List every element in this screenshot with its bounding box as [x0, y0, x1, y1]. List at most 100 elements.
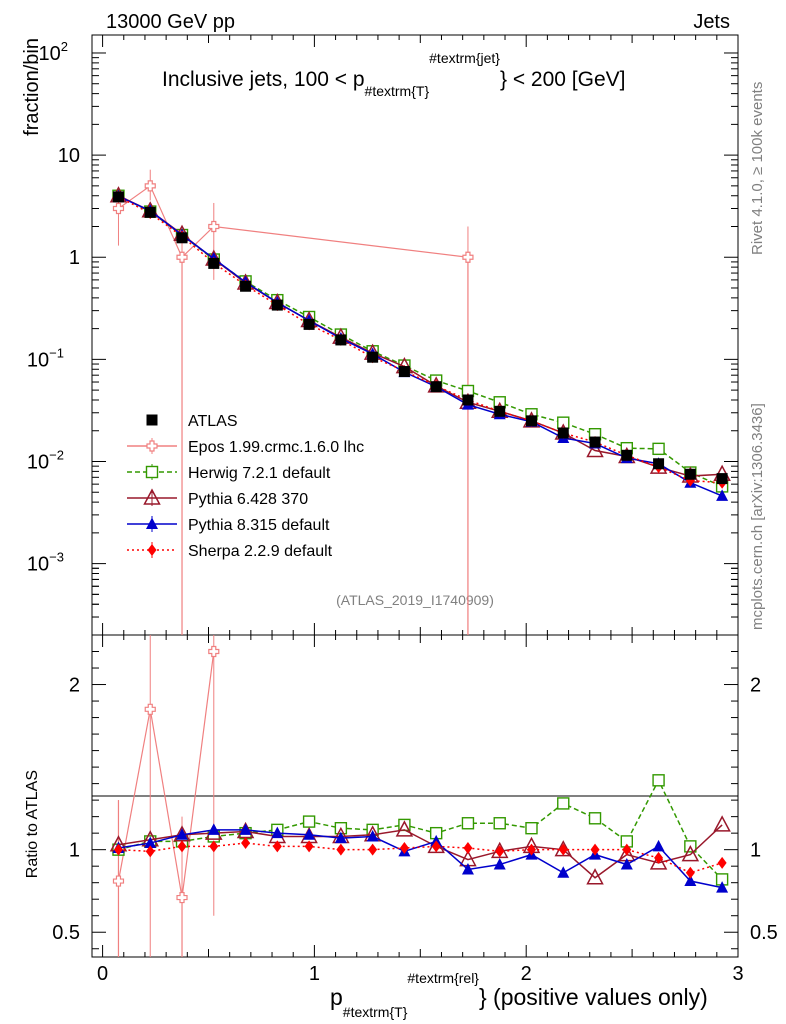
legend-marker	[147, 544, 157, 556]
ratio-point	[304, 840, 314, 853]
series-line-ratio	[118, 824, 723, 879]
header-right: Jets	[693, 11, 730, 33]
ratio-point	[239, 823, 252, 835]
ratio-point	[368, 843, 378, 856]
y-tick-exponent: 2	[61, 39, 68, 54]
atlas-data-point	[335, 334, 347, 346]
ratio-point	[113, 843, 123, 856]
data-point	[716, 489, 729, 501]
ratio-point	[684, 874, 697, 887]
ratio-point	[717, 856, 727, 869]
plot-title-end: } < 200 [GeV]	[500, 68, 626, 91]
data-series	[109, 169, 731, 957]
legend-label: Pythia 8.315 default	[188, 517, 330, 534]
ratio-point	[144, 703, 156, 715]
y-tick-label: 10	[58, 145, 80, 167]
ratio-point	[336, 843, 346, 856]
atlas-data-point	[716, 473, 728, 485]
legend-label: Herwig 7.2.1 default	[188, 465, 331, 482]
data-point	[586, 440, 604, 458]
data-point	[176, 251, 188, 263]
ratio-point	[493, 817, 506, 830]
series-epos	[112, 169, 474, 957]
ratio-point	[366, 829, 379, 842]
header-left: 13000 GeV pp	[106, 11, 235, 33]
ratio-point	[145, 845, 155, 858]
series-atlas	[112, 191, 728, 485]
x-axis-label-sup: #textrm{rel}	[407, 970, 479, 986]
legend-marker	[146, 440, 158, 452]
ratio-point	[302, 815, 316, 828]
ratio-point	[272, 840, 282, 853]
legend-label: Sherpa 2.2.9 default	[188, 543, 333, 560]
atlas-data-point	[494, 405, 506, 417]
atlas-data-point	[525, 415, 537, 427]
ratio-point	[558, 843, 568, 856]
ratio-point	[461, 862, 474, 875]
ratio-point	[526, 843, 536, 856]
atlas-data-point	[176, 232, 188, 244]
legend-marker	[146, 517, 158, 529]
data-point	[112, 202, 125, 215]
ratio-point	[495, 845, 505, 858]
ratio-point	[334, 831, 347, 844]
ratio-tick-label: 2	[69, 675, 80, 697]
data-point	[144, 180, 156, 192]
ratio-point	[395, 820, 414, 837]
legend-marker-atlas	[146, 414, 158, 426]
ratio-point	[685, 866, 695, 879]
atlas-data-point	[303, 318, 315, 330]
plot-title-main: Inclusive jets, 100 < p	[162, 68, 365, 91]
ratio-point	[590, 843, 600, 856]
ratio-tick-label-right: 0.5	[750, 922, 778, 944]
plot-title-sub: #textrm{T}	[365, 83, 430, 99]
ratio-point	[525, 822, 538, 835]
x-tick-label: 0	[97, 963, 108, 985]
mcplots-label: mcplots.cern.ch [arXiv:1306.3436]	[749, 403, 766, 630]
ratio-point	[176, 891, 188, 904]
atlas-data-point	[684, 468, 696, 480]
x-tick-label: 3	[732, 963, 743, 985]
x-axis-label-sub: #textrm{T}	[343, 1004, 408, 1020]
atlas-data-point	[240, 280, 252, 292]
ratio-point	[588, 812, 602, 825]
y-tick-exponent: −3	[49, 550, 64, 565]
ratio-point	[207, 823, 220, 835]
y-axis-label-ratio: Ratio to ATLAS	[24, 770, 41, 878]
atlas-data-point	[398, 366, 410, 378]
ratio-tick-label: 0.5	[52, 922, 80, 944]
ratio-point	[649, 853, 668, 870]
atlas-data-point	[208, 257, 220, 269]
plot-title-sup: #textrm{jet}	[429, 50, 500, 66]
ratio-point	[209, 840, 219, 853]
atlas-data-point	[367, 351, 379, 363]
legend-label: Pythia 6.428 370	[188, 491, 308, 508]
x-tick-label: 2	[521, 963, 532, 985]
atlas-data-point	[653, 458, 665, 470]
x-axis-label: p#textrm{T} #textrm{rel}} (positive value…	[330, 970, 708, 1020]
plot-title: Inclusive jets, 100 < p#textrm{T} #textrm…	[162, 50, 625, 99]
atlas-data-point	[271, 299, 283, 311]
data-point	[208, 220, 220, 233]
ratio-point	[493, 858, 506, 870]
ratio-tick-label-right: 1	[750, 840, 761, 862]
ratio-point	[620, 858, 633, 870]
ratio-point	[654, 851, 664, 864]
ratio-point	[177, 840, 187, 853]
ratio-point	[716, 881, 729, 893]
legend-label-atlas: ATLAS	[188, 413, 238, 430]
x-tick-label: 1	[309, 963, 320, 985]
ratio-point	[713, 815, 731, 832]
ratio-point	[241, 837, 251, 850]
ratio-point	[176, 828, 189, 840]
data-point	[462, 251, 474, 263]
y-tick-label: 1	[69, 247, 80, 269]
y-axis-label-top: fraction/bin	[21, 38, 43, 136]
ratio-point	[557, 797, 570, 810]
atlas-data-point	[557, 427, 569, 439]
ratio-point	[586, 868, 604, 885]
ratio-point	[622, 843, 632, 856]
ratio-tick-label: 1	[69, 840, 80, 862]
analysis-id: (ATLAS_2019_I1740909)	[336, 592, 494, 608]
